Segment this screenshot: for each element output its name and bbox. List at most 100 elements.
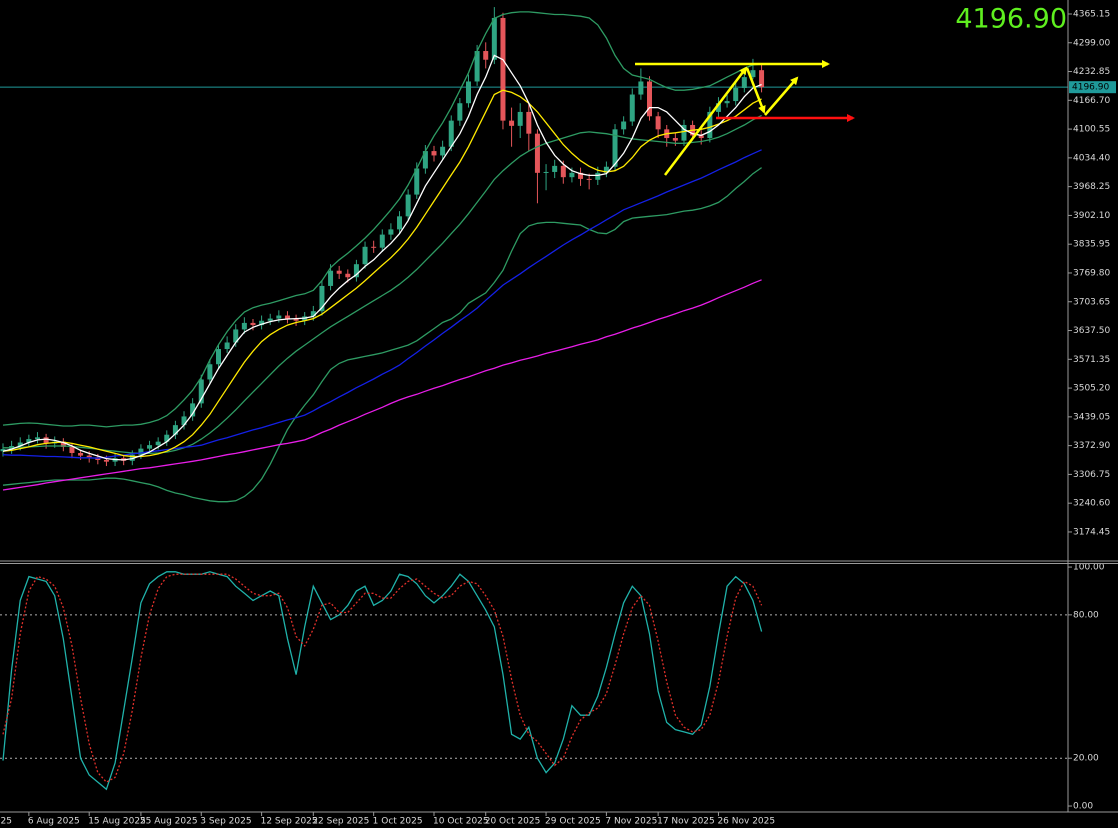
candle-body	[17, 442, 23, 447]
candle-body	[181, 416, 187, 426]
candle-body	[448, 120, 454, 147]
x-tick-label: 25	[1, 817, 12, 827]
candle-body	[293, 318, 299, 321]
candle-body	[431, 151, 437, 156]
y-tick-label: 80.00	[1073, 610, 1099, 620]
candle-body	[750, 70, 756, 78]
candle-body	[621, 121, 627, 130]
x-tick-label: 10 Oct 2025	[433, 817, 489, 827]
candle-body	[345, 273, 351, 278]
candle-body	[336, 270, 342, 274]
candle-body	[500, 17, 506, 121]
candle-body	[172, 425, 178, 435]
candle-body	[474, 51, 480, 82]
candle-body	[379, 234, 385, 248]
candle-body	[491, 17, 497, 60]
price-panel: 4365.15 4299.00 4232.85 4166.70 4100.55 4034.…	[0, 7, 1116, 537]
candle-body	[60, 441, 66, 447]
y-tick-label: 100.00	[1073, 563, 1105, 573]
current-price-tag-label: 4196.90	[1072, 83, 1109, 93]
candle-body	[715, 103, 721, 112]
indicator-line	[2, 167, 762, 503]
y-tick-label: 20.00	[1073, 754, 1099, 764]
candle-body	[207, 364, 213, 380]
candle-body	[681, 124, 687, 141]
y-tick-label: 3306.75	[1073, 470, 1110, 480]
candle-body	[224, 342, 230, 350]
candle-body	[250, 322, 256, 326]
x-tick-label: 15 Aug 2025	[88, 817, 146, 827]
candle-body	[198, 379, 204, 404]
candle-body	[629, 94, 635, 122]
candle-body	[26, 439, 32, 443]
candle-body	[526, 111, 532, 134]
y-tick-label: 3968.25	[1073, 182, 1110, 192]
candle-body	[310, 311, 316, 317]
y-tick-label: 3439.05	[1073, 412, 1110, 422]
y-tick-label: 3174.45	[1073, 527, 1110, 537]
candle-body	[233, 329, 239, 343]
candle-body	[543, 171, 549, 173]
candle-body	[147, 445, 153, 449]
candle-body	[578, 172, 584, 179]
y-tick-label: 3703.65	[1073, 297, 1110, 307]
y-tick-label: 3902.10	[1073, 211, 1110, 221]
y-tick-label: 4232.85	[1073, 67, 1110, 77]
candle-body	[190, 403, 196, 417]
y-tick-label: 4365.15	[1073, 9, 1110, 19]
candle-body	[672, 138, 678, 141]
indicator-line	[2, 571, 763, 791]
candle-body	[241, 322, 247, 330]
indicator-line	[2, 11, 762, 428]
x-tick-label: 26 Nov 2025	[717, 817, 775, 827]
candle-body	[465, 81, 471, 104]
x-tick-label: 1 Oct 2025	[373, 817, 423, 827]
pullback-arrow	[745, 67, 766, 114]
candle-body	[0, 449, 6, 452]
y-tick-label: 4166.70	[1073, 96, 1110, 106]
candle-body	[43, 437, 49, 444]
indicator-line	[2, 573, 763, 783]
y-tick-label: 3240.60	[1073, 499, 1110, 509]
candle-body	[603, 166, 609, 173]
candle-body	[155, 441, 161, 446]
candle-body	[414, 168, 420, 195]
indicator-line	[3, 114, 762, 455]
y-tick-label: 4034.40	[1073, 153, 1110, 163]
candle-body	[517, 111, 523, 126]
candle-body	[86, 455, 92, 458]
candle-body	[353, 264, 359, 278]
x-tick-label: 17 Nov 2025	[657, 817, 715, 827]
candle-body	[707, 111, 713, 139]
candle-body	[534, 133, 540, 173]
candle-body	[319, 285, 325, 312]
candle-body	[138, 448, 144, 455]
candle-body	[259, 320, 265, 326]
candle-body	[362, 246, 368, 265]
indicator-line	[2, 54, 762, 461]
candle-body	[397, 216, 403, 230]
candle-body	[103, 459, 109, 462]
candle-body	[284, 315, 290, 319]
candle-body	[759, 70, 765, 88]
y-tick-label: 3372.90	[1073, 441, 1110, 451]
x-tick-label: 29 Oct 2025	[545, 817, 601, 827]
x-tick-label: 3 Sep 2025	[200, 817, 251, 827]
candle-body	[724, 101, 730, 104]
up-trend-arrow	[664, 66, 748, 176]
candle-body	[34, 437, 40, 440]
candle-body	[560, 165, 566, 178]
candle-body	[69, 446, 75, 453]
stochastic-panel: 100.00 80.00 20.00 0.00	[0, 563, 1105, 812]
candle-body	[129, 454, 135, 461]
x-tick-label: 6 Aug 2025	[28, 817, 80, 827]
y-tick-label: 3571.35	[1073, 355, 1110, 365]
candle-body	[267, 318, 273, 321]
candle-body	[698, 135, 704, 139]
candle-body	[371, 246, 377, 248]
y-tick-label: 0.00	[1073, 802, 1093, 812]
candle-body	[509, 120, 515, 126]
candle-body	[647, 81, 652, 117]
